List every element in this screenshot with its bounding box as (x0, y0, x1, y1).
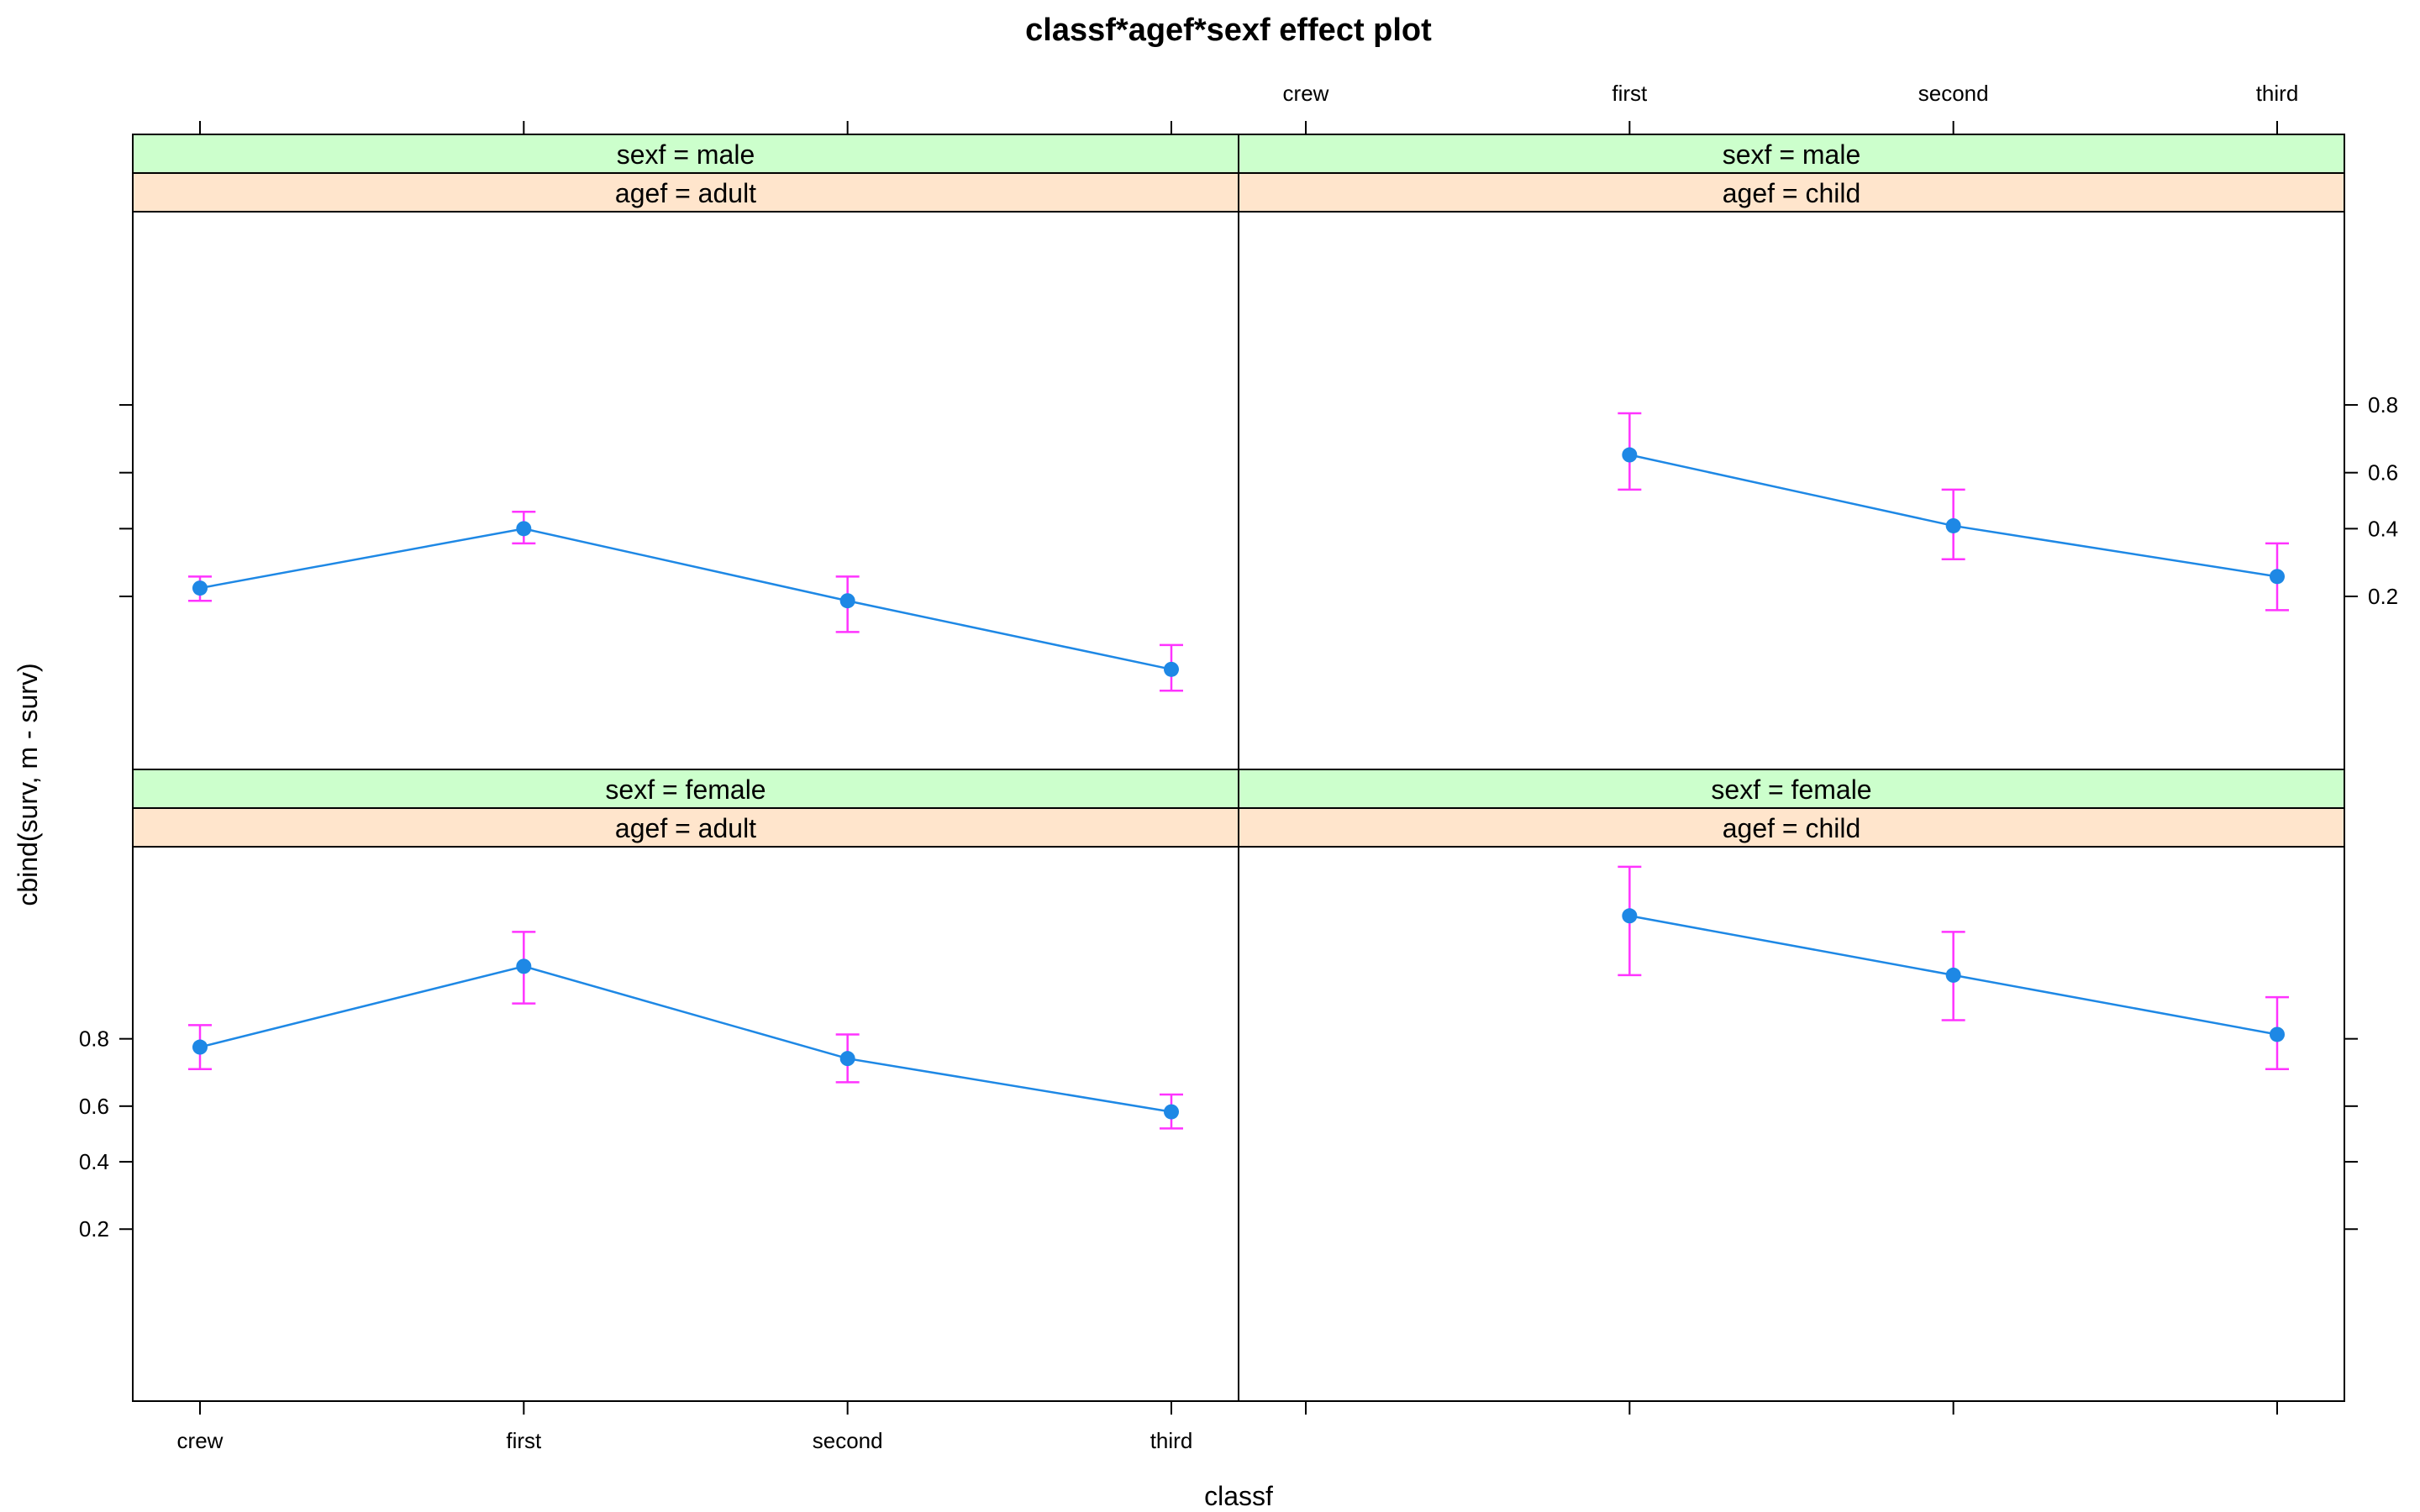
x-tick-label-bottom: third (1150, 1428, 1193, 1453)
panel-3: sexf = female agef = adult (132, 769, 1239, 1402)
data-point-crew (192, 1039, 208, 1055)
y-axis-title: cbind(surv, m - surv) (13, 663, 43, 906)
y-tick-label-left: 0.4 (79, 1149, 109, 1174)
data-point-third (2270, 569, 2285, 585)
data-point-third (1164, 661, 1179, 677)
panel-1: sexf = male agef = adult (132, 134, 1239, 770)
y-tick-label-right: 0.6 (2368, 460, 2398, 486)
fit-line (199, 528, 1172, 671)
strip-age-label: agef = adult (615, 813, 756, 843)
x-tick-label-top: first (1612, 81, 1648, 106)
panel-plot-area (132, 211, 1239, 770)
x-tick-label-top: crew (1283, 81, 1329, 106)
strip-age-background (1238, 807, 2345, 848)
x-tick-label-bottom: first (506, 1428, 542, 1453)
panel-plot-area (1238, 846, 2345, 1402)
data-point-third (1164, 1104, 1179, 1120)
data-point-second (839, 593, 855, 609)
strip-sex-label: sexf = female (605, 774, 765, 805)
strip-age-label: agef = child (1723, 813, 1861, 843)
x-tick-label-bottom: crew (177, 1428, 224, 1453)
panel-4: sexf = female agef = child (1238, 769, 2345, 1402)
axes-layer: crew first second third crew first second third… (79, 81, 2398, 1453)
data-point-first (516, 958, 532, 974)
strip-age-background (132, 172, 1239, 213)
strip-age-label: agef = child (1723, 178, 1861, 208)
data-point-crew (192, 580, 208, 596)
strip-age-background (132, 807, 1239, 848)
y-tick-label-left: 0.2 (79, 1216, 109, 1242)
strip-sex-label: sexf = female (1711, 774, 1871, 805)
data-point-third (2270, 1026, 2285, 1042)
data-point-first (1622, 908, 1638, 924)
data-point-first (1622, 447, 1638, 463)
x-tick-label-top: third (2256, 81, 2299, 106)
strip-age-label: agef = adult (615, 178, 756, 208)
y-tick-label-left: 0.8 (79, 1026, 109, 1052)
panels-layer: sexf = male agef = adult sexf = male agef =… (132, 134, 2345, 1402)
x-tick-label-top: second (1918, 81, 1989, 106)
y-tick-label-right: 0.4 (2368, 516, 2398, 541)
strip-sex-background (1238, 769, 2345, 809)
strip-age-background (1238, 172, 2345, 213)
x-tick-label-bottom: second (813, 1428, 883, 1453)
data-point-second (839, 1051, 855, 1067)
strip-sex-label: sexf = male (617, 139, 755, 170)
panel-2: sexf = male agef = child (1238, 134, 2345, 770)
data-point-second (1945, 967, 1961, 983)
y-tick-label-right: 0.2 (2368, 584, 2398, 609)
strip-sex-background (132, 134, 1239, 174)
fit-line (199, 965, 1172, 1113)
panel-plot-area (132, 846, 1239, 1402)
x-axis-title: classf (1204, 1481, 1273, 1511)
y-tick-label-right: 0.8 (2368, 392, 2398, 417)
data-point-first (516, 521, 532, 537)
strip-sex-label: sexf = male (1723, 139, 1861, 170)
chart-title: classf*agef*sexf effect plot (1025, 13, 1432, 48)
data-point-second (1945, 517, 1961, 533)
y-tick-label-left: 0.6 (79, 1094, 109, 1119)
